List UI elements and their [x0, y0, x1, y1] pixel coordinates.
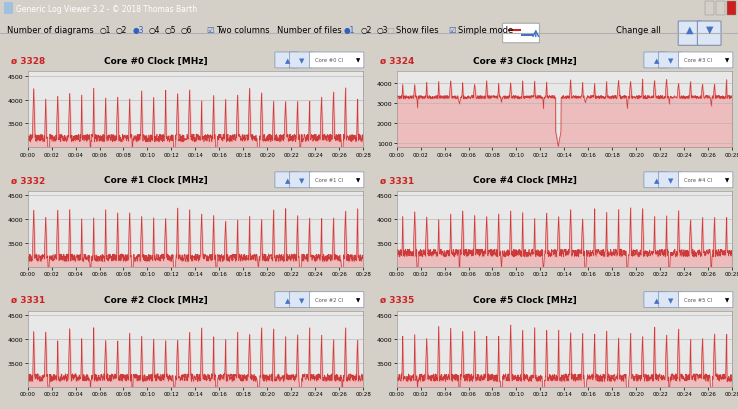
Text: Core #4 Clock [MHz]: Core #4 Clock [MHz] — [472, 176, 576, 185]
Bar — [4, 3, 13, 15]
Text: ☑: ☑ — [448, 26, 455, 35]
Text: □: □ — [387, 26, 395, 35]
Text: ▲: ▲ — [686, 25, 694, 35]
Text: ø 3328: ø 3328 — [11, 56, 45, 65]
Text: ▲: ▲ — [285, 58, 290, 64]
Bar — [716, 2, 725, 16]
Text: ø 3332: ø 3332 — [11, 176, 45, 185]
Text: ▼: ▼ — [668, 58, 674, 64]
Bar — [727, 2, 736, 16]
Text: Core #1 Cl: Core #1 Cl — [315, 178, 344, 183]
FancyBboxPatch shape — [658, 292, 682, 308]
Text: ø 3335: ø 3335 — [380, 295, 414, 304]
Text: ○4: ○4 — [148, 26, 160, 35]
Text: ▼: ▼ — [299, 297, 305, 303]
FancyBboxPatch shape — [310, 53, 364, 69]
FancyBboxPatch shape — [679, 292, 733, 308]
Text: ○3: ○3 — [376, 26, 388, 35]
Text: ø 3331: ø 3331 — [11, 295, 45, 304]
FancyBboxPatch shape — [275, 53, 298, 69]
Text: ▼: ▼ — [356, 178, 361, 183]
FancyBboxPatch shape — [658, 53, 682, 69]
FancyBboxPatch shape — [678, 22, 702, 46]
Bar — [705, 2, 714, 16]
Text: ▼: ▼ — [356, 297, 361, 302]
Text: Generic Log Viewer 3.2 - © 2018 Thomas Barth: Generic Log Viewer 3.2 - © 2018 Thomas B… — [16, 4, 197, 13]
Text: Core #3 Cl: Core #3 Cl — [684, 58, 712, 63]
Text: ▼: ▼ — [668, 297, 674, 303]
FancyBboxPatch shape — [503, 24, 539, 44]
Text: Core #3 Clock [MHz]: Core #3 Clock [MHz] — [473, 56, 576, 65]
FancyBboxPatch shape — [289, 173, 313, 188]
Text: Core #2 Clock [MHz]: Core #2 Clock [MHz] — [104, 295, 207, 304]
Text: ▼: ▼ — [668, 178, 674, 183]
Text: Number of diagrams: Number of diagrams — [7, 26, 94, 35]
FancyBboxPatch shape — [289, 292, 313, 308]
FancyBboxPatch shape — [679, 53, 733, 69]
Text: ●1: ●1 — [344, 26, 355, 35]
FancyBboxPatch shape — [644, 173, 667, 188]
Text: ○6: ○6 — [181, 26, 193, 35]
Text: Change all: Change all — [616, 26, 661, 35]
Text: Show files: Show files — [396, 26, 438, 35]
Text: Core #5 Cl: Core #5 Cl — [684, 297, 713, 302]
Text: Core #0 Cl: Core #0 Cl — [315, 58, 344, 63]
Text: ○5: ○5 — [165, 26, 176, 35]
Text: Core #0 Clock [MHz]: Core #0 Clock [MHz] — [104, 56, 207, 65]
Text: ▼: ▼ — [706, 25, 713, 35]
Text: ▲: ▲ — [654, 297, 659, 303]
Text: ▼: ▼ — [299, 178, 305, 183]
Text: ▲: ▲ — [285, 297, 290, 303]
Text: ○2: ○2 — [116, 26, 127, 35]
FancyBboxPatch shape — [310, 173, 364, 188]
FancyBboxPatch shape — [658, 173, 682, 188]
Text: Two columns: Two columns — [216, 26, 270, 35]
Text: ☑: ☑ — [207, 26, 214, 35]
Text: ▼: ▼ — [356, 58, 361, 63]
Text: Core #4 Cl: Core #4 Cl — [684, 178, 713, 183]
Text: ø 3324: ø 3324 — [380, 56, 414, 65]
FancyBboxPatch shape — [644, 53, 667, 69]
Text: ▼: ▼ — [725, 297, 730, 302]
Text: ●3: ●3 — [132, 26, 144, 35]
Text: ○1: ○1 — [100, 26, 111, 35]
Text: Number of files: Number of files — [277, 26, 342, 35]
Text: Simple mode: Simple mode — [458, 26, 513, 35]
FancyBboxPatch shape — [275, 173, 298, 188]
Text: ø 3331: ø 3331 — [380, 176, 414, 185]
Text: ▼: ▼ — [299, 58, 305, 64]
Text: Core #2 Cl: Core #2 Cl — [315, 297, 344, 302]
Text: ▼: ▼ — [725, 58, 730, 63]
FancyBboxPatch shape — [289, 53, 313, 69]
FancyBboxPatch shape — [310, 292, 364, 308]
Text: ○2: ○2 — [360, 26, 371, 35]
FancyBboxPatch shape — [679, 173, 733, 188]
Text: Core #1 Clock [MHz]: Core #1 Clock [MHz] — [104, 176, 207, 185]
Text: ▲: ▲ — [654, 178, 659, 183]
Text: Core #5 Clock [MHz]: Core #5 Clock [MHz] — [473, 295, 576, 304]
FancyBboxPatch shape — [697, 22, 721, 46]
Text: ▼: ▼ — [725, 178, 730, 183]
Text: ▲: ▲ — [654, 58, 659, 64]
FancyBboxPatch shape — [275, 292, 298, 308]
Text: ▲: ▲ — [285, 178, 290, 183]
FancyBboxPatch shape — [644, 292, 667, 308]
